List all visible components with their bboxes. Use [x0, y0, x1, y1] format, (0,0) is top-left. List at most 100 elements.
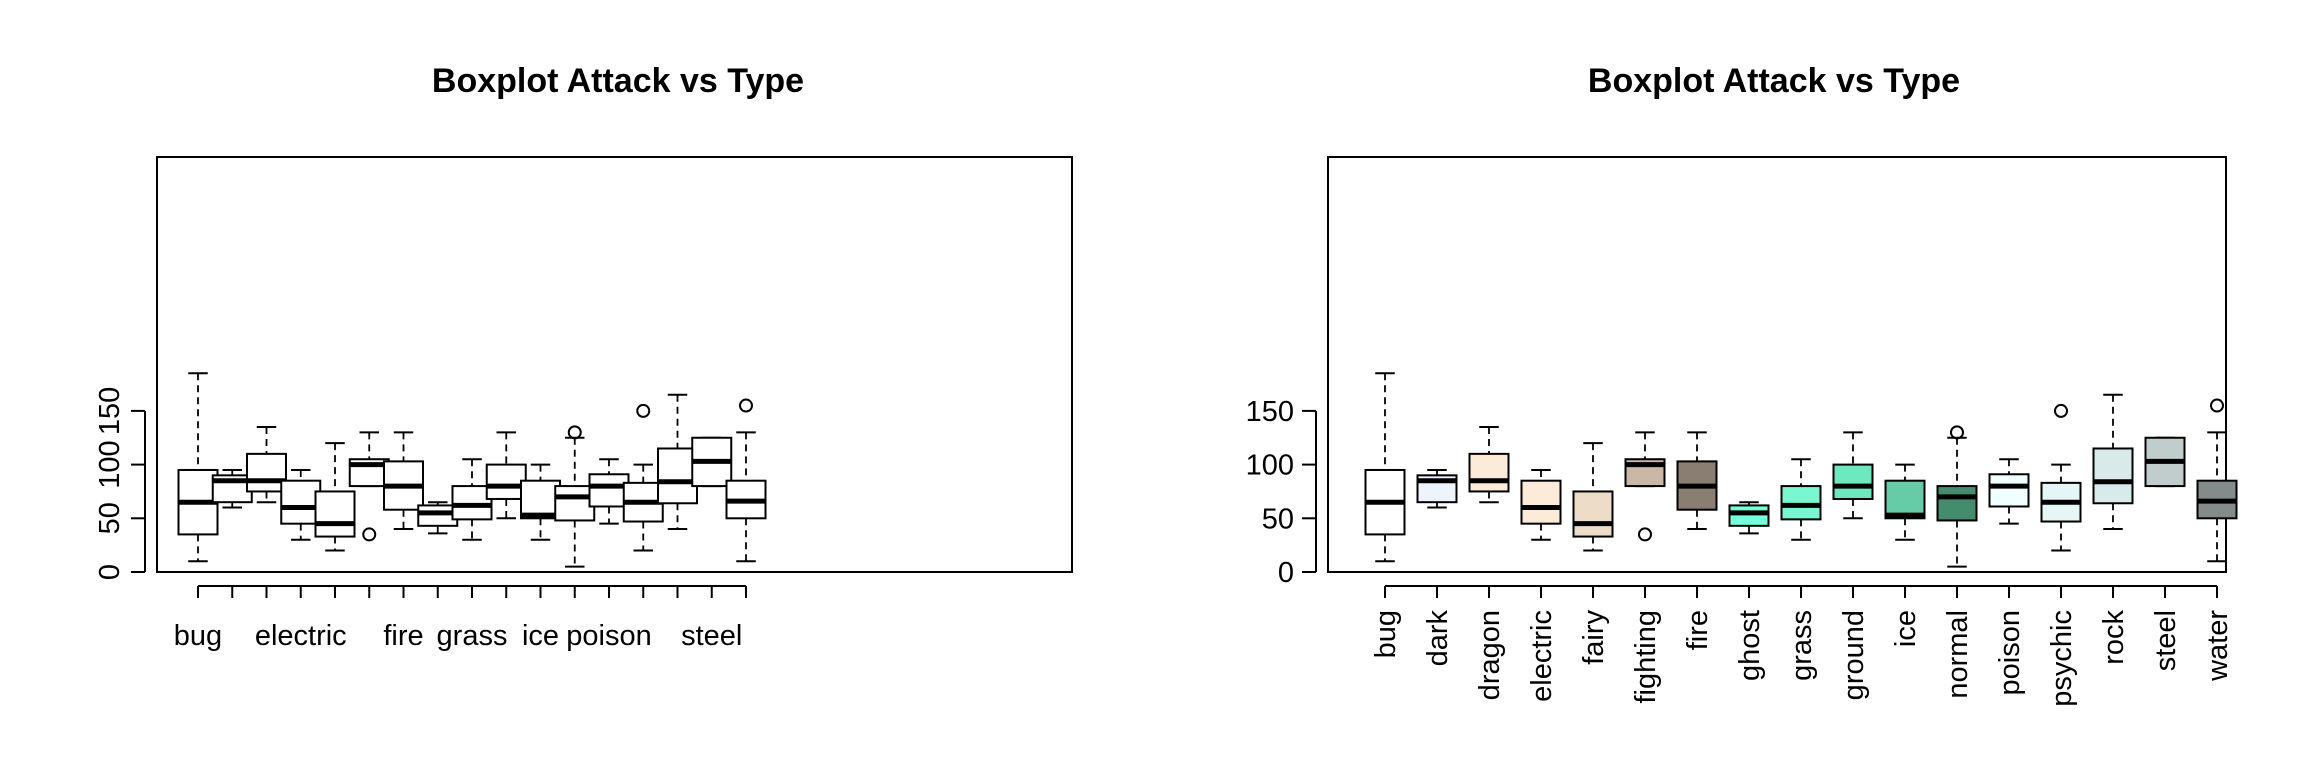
left-y-axis: 0 50 100 150 — [94, 387, 146, 580]
left-x-tick-label-bug: bug — [174, 620, 222, 652]
left-box-grass — [451, 458, 493, 541]
left-box-dragon — [246, 426, 287, 504]
left-box-steel — [691, 436, 733, 488]
right-x-tick-label-steel: steel — [2150, 610, 2182, 671]
iqr-box — [1780, 485, 1822, 521]
left-box-poison — [588, 458, 630, 525]
right-box-fighting — [1624, 431, 1666, 542]
outlier-point — [1638, 527, 1652, 542]
right-box-fire — [1676, 431, 1718, 531]
right-x-tick-label-fighting: fighting — [1630, 610, 1662, 704]
iqr-box — [657, 447, 698, 505]
outlier-point — [567, 425, 582, 440]
left-chart-title: Boxplot Attack vs Type — [432, 62, 804, 100]
right-box-bug — [1364, 372, 1406, 563]
right-box-poison — [1988, 458, 2030, 525]
right-y-axis: 0 50 100 150 — [1246, 396, 1317, 589]
right-x-tick-label-fire: fire — [1682, 610, 1714, 650]
right-boxes — [1364, 372, 2238, 568]
left-panel: Boxplot Attack vs Type 0 50 100 150 bug elec… — [94, 62, 1073, 652]
right-x-tick-label-normal: normal — [1942, 610, 1974, 699]
right-y-tick-label: 0 — [1278, 557, 1294, 589]
iqr-box — [520, 479, 561, 520]
left-y-tick-label: 150 — [94, 387, 126, 435]
right-box-electric — [1520, 468, 1562, 541]
right-x-tick-label-ground: ground — [1838, 610, 1870, 700]
outlier-point — [1950, 425, 1964, 440]
right-x-tick-label-fairy: fairy — [1578, 610, 1610, 665]
right-x-tick-label-ice: ice — [1890, 610, 1922, 647]
iqr-box — [1520, 479, 1562, 525]
right-y-tick-label: 50 — [1262, 503, 1294, 535]
iqr-box — [280, 479, 322, 525]
right-box-psychic — [2040, 403, 2082, 552]
right-x-tick-label-poison: poison — [1994, 610, 2026, 695]
right-y-tick-label: 150 — [1246, 396, 1294, 428]
iqr-box — [1884, 479, 1926, 520]
iqr-box — [554, 485, 596, 522]
left-box-electric — [280, 468, 322, 541]
iqr-box — [451, 485, 493, 521]
right-x-tick-label-rock: rock — [2098, 610, 2130, 665]
left-x-tick-label-fire: fire — [383, 620, 423, 652]
outlier-point — [739, 398, 753, 413]
left-y-tick-label: 0 — [94, 564, 126, 580]
right-box-water — [2196, 398, 2238, 563]
iqr-box — [314, 490, 356, 538]
iqr-box — [1728, 504, 1770, 527]
iqr-box — [246, 452, 287, 493]
left-box-normal — [554, 425, 596, 568]
right-x-tick-label-bug: bug — [1370, 610, 1402, 658]
right-box-ground — [1832, 431, 1874, 520]
right-x-tick-label-grass: grass — [1786, 610, 1818, 681]
left-box-psychic — [622, 403, 664, 552]
right-box-normal — [1936, 425, 1978, 568]
right-panel: Boxplot Attack vs Type 0 50 100 150 bug dark… — [1246, 62, 2238, 707]
right-chart-title: Boxplot Attack vs Type — [1588, 62, 1960, 100]
left-boxes — [177, 372, 767, 568]
left-box-dark — [211, 468, 253, 509]
left-y-tick-label: 100 — [94, 440, 126, 488]
right-x-tick-label-ghost: ghost — [1734, 610, 1766, 681]
right-box-dark — [1416, 468, 1458, 509]
right-box-rock — [2092, 393, 2134, 531]
left-box-water — [725, 398, 767, 563]
left-box-ghost — [417, 501, 459, 535]
iqr-box — [1988, 473, 2030, 508]
left-x-tick-labels: bug electric fire grass ice poison steel — [174, 585, 747, 652]
right-x-tick-labels: bug dark dragon electric fairy fighting fire gh… — [1370, 585, 2234, 707]
iqr-box — [2092, 447, 2134, 505]
right-box-steel — [2144, 436, 2186, 488]
left-x-tick-label-poison: poison — [566, 620, 651, 652]
right-box-grass — [1780, 458, 1822, 541]
left-y-tick-label: 50 — [94, 502, 126, 534]
left-plot-frame — [156, 156, 1073, 573]
iqr-box — [485, 463, 527, 500]
right-x-tick-label-water: water — [2202, 610, 2234, 682]
right-box-ice — [1884, 463, 1926, 541]
iqr-box — [1936, 485, 1978, 522]
right-x-tick-label-dragon: dragon — [1474, 610, 1506, 700]
left-box-fairy — [314, 442, 356, 552]
left-x-tick-label-grass: grass — [437, 620, 508, 652]
right-x-tick-label-electric: electric — [1526, 610, 1558, 702]
right-x-tick-label-psychic: psychic — [2046, 610, 2078, 707]
right-box-ghost — [1728, 501, 1770, 535]
outlier-point — [362, 527, 377, 542]
left-x-tick-label-ice: ice — [522, 620, 559, 652]
iqr-box — [1832, 463, 1874, 500]
left-box-rock — [657, 393, 698, 531]
outlier-point — [2054, 403, 2068, 418]
left-box-bug — [177, 372, 219, 563]
left-box-fire — [383, 431, 424, 531]
left-box-ice — [520, 463, 561, 541]
iqr-box — [417, 504, 459, 527]
right-plot-frame — [1327, 156, 2227, 573]
right-x-tick-label-dark: dark — [1422, 610, 1454, 667]
left-x-tick-label-electric: electric — [255, 620, 347, 652]
left-box-ground — [485, 431, 527, 520]
outlier-point — [636, 403, 651, 418]
outlier-point — [2210, 398, 2224, 413]
